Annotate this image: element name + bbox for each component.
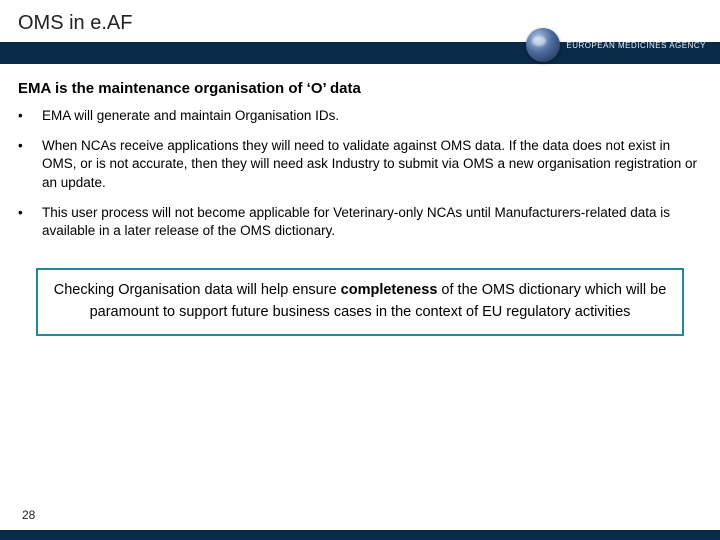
callout-box: Checking Organisation data will help ens… [36, 268, 684, 336]
callout-text-pre: Checking Organisation data will help ens… [54, 282, 341, 298]
agency-logo: EUROPEAN MEDICINES AGENCY [526, 28, 706, 62]
bullet-marker: • [18, 204, 42, 240]
bullet-text: This user process will not become applic… [42, 204, 702, 240]
subheading: EMA is the maintenance organisation of ‘… [18, 80, 702, 97]
footer-band [0, 530, 720, 540]
bullet-marker: • [18, 107, 42, 125]
page-number: 28 [22, 508, 35, 522]
bullet-list: • EMA will generate and maintain Organis… [18, 107, 702, 240]
bullet-text: When NCAs receive applications they will… [42, 137, 702, 192]
list-item: • This user process will not become appl… [18, 204, 702, 240]
globe-icon [526, 28, 560, 62]
bullet-text: EMA will generate and maintain Organisat… [42, 107, 339, 125]
list-item: • EMA will generate and maintain Organis… [18, 107, 702, 125]
callout-text-bold: completeness [341, 282, 438, 298]
list-item: • When NCAs receive applications they wi… [18, 137, 702, 192]
slide-content: EMA is the maintenance organisation of ‘… [18, 80, 702, 336]
bullet-marker: • [18, 137, 42, 192]
agency-logo-text: EUROPEAN MEDICINES AGENCY [566, 41, 706, 50]
